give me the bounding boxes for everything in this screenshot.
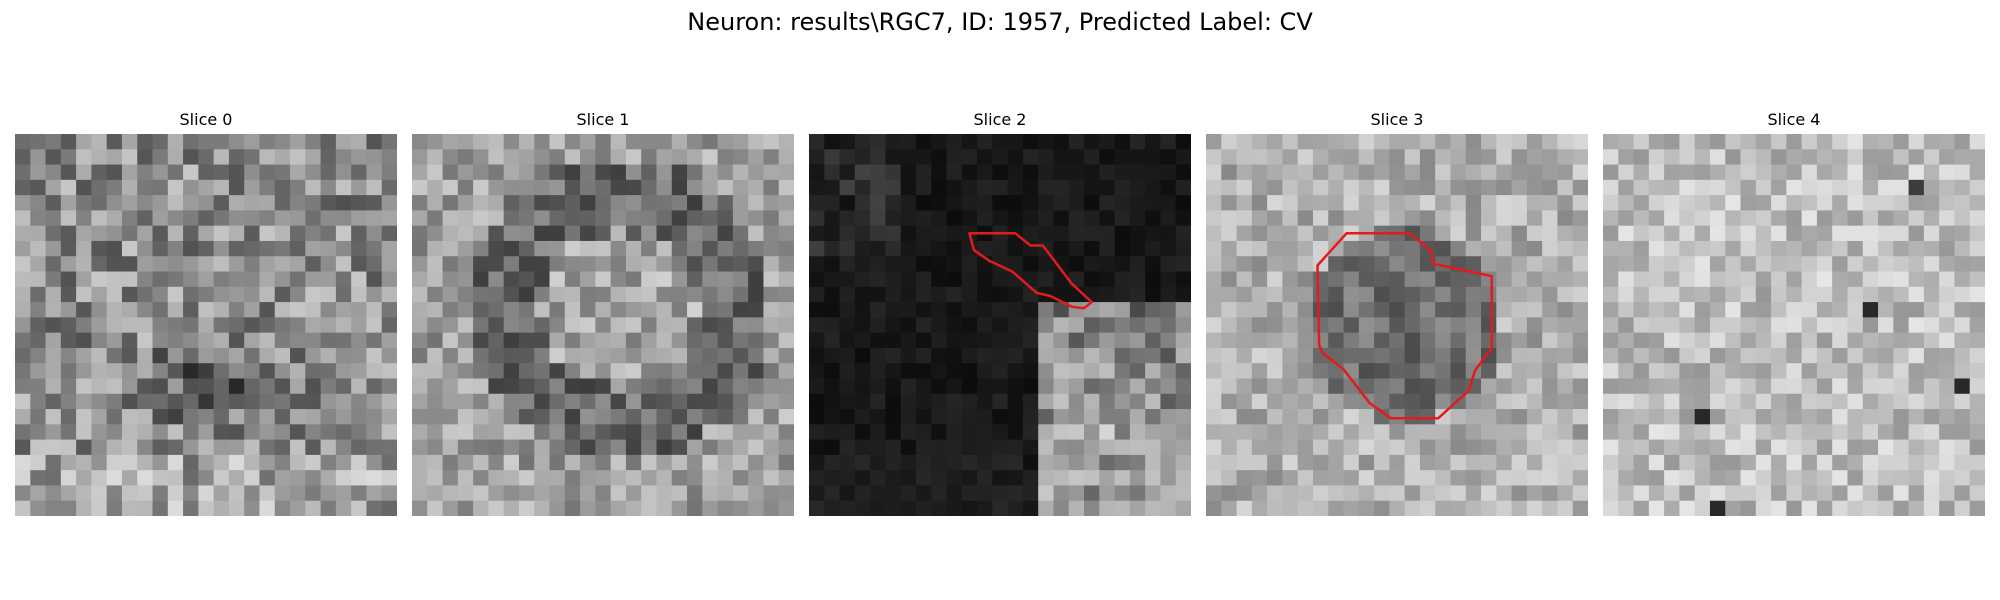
roi-contour <box>1316 232 1493 420</box>
roi-contour <box>968 232 1093 310</box>
slice-title-4: Slice 4 <box>1767 110 1821 129</box>
slice-panel-1: Slice 1 <box>412 108 794 518</box>
slice-image-1 <box>412 134 794 516</box>
slice-panel-4: Slice 4 <box>1603 108 1985 518</box>
slice-panel-3: Slice 3 <box>1206 108 1588 518</box>
slice-title-2: Slice 2 <box>973 110 1027 129</box>
slice-title-3: Slice 3 <box>1370 110 1424 129</box>
slice-image-2 <box>809 134 1191 516</box>
slice-panel-0: Slice 0 <box>15 108 397 518</box>
slice-image-0 <box>15 134 397 516</box>
slice-image-3 <box>1206 134 1588 516</box>
slice-title-0: Slice 0 <box>179 110 233 129</box>
slice-panel-2: Slice 2 <box>809 108 1191 518</box>
slice-image-4 <box>1603 134 1985 516</box>
slice-title-1: Slice 1 <box>576 110 630 129</box>
figure-title: Neuron: results\RGC7, ID: 1957, Predicte… <box>687 8 1313 36</box>
